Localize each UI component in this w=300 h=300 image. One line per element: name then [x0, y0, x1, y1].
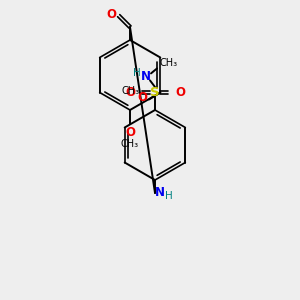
Text: O: O [137, 91, 147, 104]
Text: H: H [165, 191, 173, 201]
Text: O: O [125, 85, 135, 98]
Text: S: S [150, 85, 160, 98]
Text: CH₃: CH₃ [160, 58, 178, 68]
Text: N: N [141, 70, 151, 83]
Text: N: N [155, 187, 165, 200]
Text: O: O [175, 85, 185, 98]
Text: H: H [133, 68, 141, 78]
Text: O: O [107, 8, 117, 21]
Text: CH₃: CH₃ [121, 139, 139, 149]
Text: O: O [125, 125, 135, 139]
Text: CH₃: CH₃ [122, 85, 140, 95]
